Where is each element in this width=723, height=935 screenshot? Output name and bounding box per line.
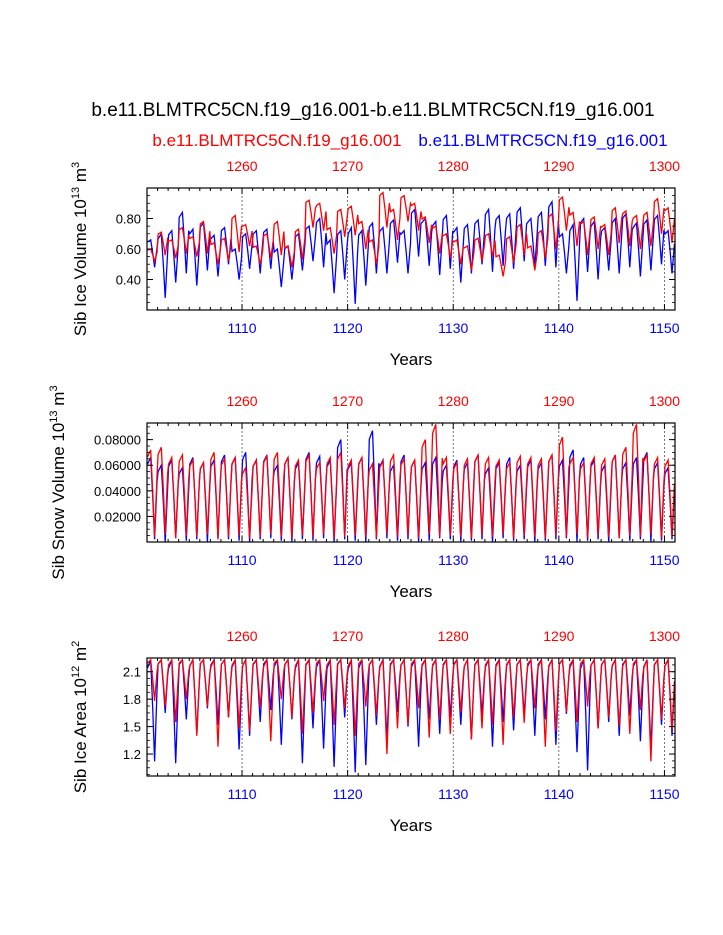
x-tick-label-bottom: 1130 <box>438 786 468 802</box>
x-tick-label-top: 1270 <box>332 393 363 409</box>
y-axis-label-text: Sib Ice Area 10 <box>71 678 90 793</box>
x-tick-label-bottom: 1140 <box>544 320 574 336</box>
x-tick-label-bottom: 1120 <box>333 320 363 336</box>
x-tick-label-top: 1270 <box>332 628 363 644</box>
legend-blue-label: b.e11.BLMTRC5CN.f19_g16.001 <box>418 131 667 150</box>
x-tick-label-bottom: 1140 <box>544 786 574 802</box>
x-tick-label-top: 1300 <box>649 393 680 409</box>
y-axis-label: Sib Ice Volume 1013 m3 <box>70 162 90 336</box>
y-axis-label-superscript: 13 <box>70 187 82 199</box>
series-line-red <box>147 191 675 277</box>
legend-red-label: b.e11.BLMTRC5CN.f19_g16.001 <box>152 131 401 150</box>
x-tick-label-bottom: 1120 <box>333 786 363 802</box>
x-tick-label-bottom: 1130 <box>438 320 468 336</box>
y-tick-label: 1.8 <box>123 692 141 707</box>
x-tick-label-bottom: 1110 <box>228 320 257 336</box>
y-axis-label-text: Sib Snow Volume 10 <box>49 423 68 580</box>
x-tick-label-top: 1260 <box>226 393 257 409</box>
figure-title: b.e11.BLMTRC5CN.f19_g16.001-b.e11.BLMTRC… <box>91 100 654 121</box>
y-axis-label-superscript: 12 <box>70 666 82 678</box>
x-tick-label-top: 1300 <box>649 158 680 174</box>
x-tick-label-bottom: 1150 <box>649 786 679 802</box>
x-axis-label: Years <box>390 350 433 369</box>
panel-2: 1110 1120 1130 1140 1150 1260 1270 1280 1290 1300… <box>48 385 680 601</box>
panel-1: 1110 1120 1130 1140 1150 1260 1270 1280 1290 1300… <box>70 158 680 369</box>
y-axis-label-text: m <box>71 168 90 187</box>
x-tick-label-top: 1260 <box>226 158 257 174</box>
y-tick-label: 0.04000 <box>94 484 141 499</box>
x-tick-label-top: 1270 <box>332 158 363 174</box>
x-tick-label-bottom: 1120 <box>333 552 363 568</box>
x-tick-label-top: 1290 <box>543 158 574 174</box>
y-axis-label-text: m <box>49 392 68 411</box>
x-tick-label-bottom: 1110 <box>228 786 257 802</box>
y-tick-label: 0.80 <box>116 212 141 227</box>
x-tick-label-bottom: 1150 <box>649 320 679 336</box>
y-tick-label: 0.06000 <box>94 458 141 473</box>
y-tick-label: 0.60 <box>116 242 141 257</box>
panel-3: 1110 1120 1130 1140 1150 1260 1270 1280 1290 1300… <box>70 628 680 835</box>
series-line-red <box>147 424 675 540</box>
y-axis-label: Sib Ice Area 1012 m2 <box>70 641 90 794</box>
y-axis-label-superscript: 13 <box>48 410 60 422</box>
x-tick-label-bottom: 1130 <box>438 552 468 568</box>
x-tick-label-top: 1290 <box>543 628 574 644</box>
y-axis-label-text: m <box>71 647 90 666</box>
y-tick-label: 0.02000 <box>94 509 141 524</box>
x-tick-label-top: 1280 <box>438 158 469 174</box>
y-tick-label: 0.08000 <box>94 433 141 448</box>
y-axis-label-superscript: 3 <box>70 162 82 168</box>
y-tick-label: 1.5 <box>123 720 141 735</box>
y-axis-label-superscript: 3 <box>48 385 60 391</box>
series-line-red <box>147 658 675 762</box>
x-tick-label-bottom: 1140 <box>544 552 574 568</box>
y-tick-label: 0.40 <box>116 273 141 288</box>
x-tick-label-top: 1280 <box>438 628 469 644</box>
y-axis-label-superscript: 2 <box>70 641 82 647</box>
y-axis-label-text: Sib Ice Volume 10 <box>71 199 90 336</box>
x-axis-label: Years <box>390 582 433 601</box>
y-tick-label: 2.1 <box>123 665 141 680</box>
x-tick-label-top: 1280 <box>438 393 469 409</box>
x-tick-label-bottom: 1150 <box>649 552 679 568</box>
x-axis-label: Years <box>390 816 433 835</box>
y-axis-label: Sib Snow Volume 1013 m3 <box>48 385 68 579</box>
x-tick-label-top: 1300 <box>649 628 680 644</box>
x-tick-label-top: 1290 <box>543 393 574 409</box>
x-tick-label-bottom: 1110 <box>228 552 257 568</box>
y-tick-label: 1.2 <box>123 747 141 762</box>
series-line-blue <box>147 199 675 304</box>
x-tick-label-top: 1260 <box>226 628 257 644</box>
